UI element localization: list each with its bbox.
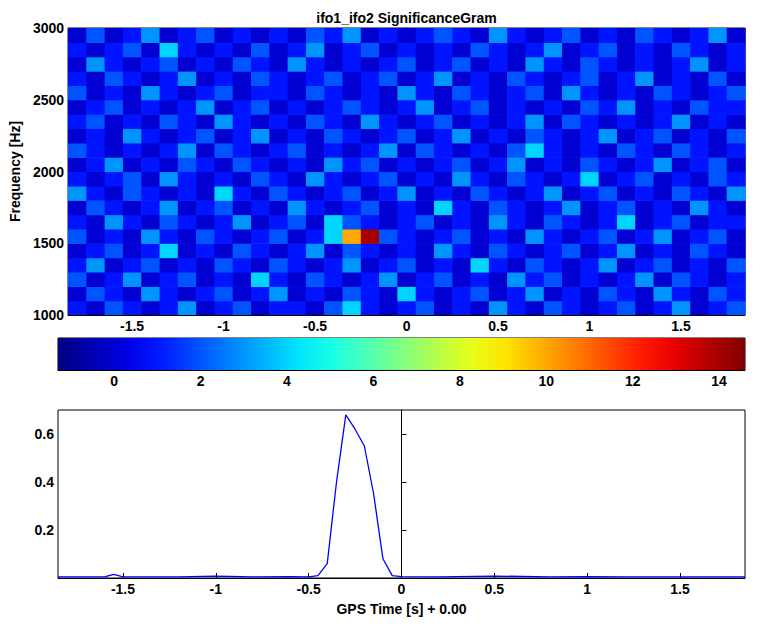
svg-text:0.5: 0.5 [485,581,505,597]
svg-text:-1.5: -1.5 [120,318,144,334]
svg-text:2: 2 [197,373,205,389]
svg-text:GPS Time [s] + 0.00: GPS Time [s] + 0.00 [336,601,466,617]
svg-text:1000: 1000 [33,307,64,323]
svg-text:-1: -1 [217,318,230,334]
svg-text:-1.5: -1.5 [111,581,135,597]
svg-text:0: 0 [110,373,118,389]
svg-text:14: 14 [711,373,727,389]
svg-text:1.5: 1.5 [670,581,690,597]
svg-text:1: 1 [583,581,591,597]
svg-text:1.5: 1.5 [671,318,691,334]
svg-text:4: 4 [283,373,291,389]
svg-text:12: 12 [625,373,641,389]
svg-text:2500: 2500 [33,92,64,108]
svg-text:6: 6 [370,373,378,389]
svg-text:1: 1 [586,318,594,334]
svg-text:0.4: 0.4 [35,474,55,490]
svg-text:-1: -1 [210,581,223,597]
svg-text:0.2: 0.2 [35,522,55,538]
svg-text:-0.5: -0.5 [303,318,327,334]
svg-text:3000: 3000 [33,20,64,36]
svg-text:2000: 2000 [33,164,64,180]
svg-text:ifo1_ifo2 SignificanceGram: ifo1_ifo2 SignificanceGram [316,10,497,26]
svg-text:10: 10 [538,373,554,389]
svg-text:-0.5: -0.5 [297,581,321,597]
svg-text:0.6: 0.6 [35,426,55,442]
svg-text:Frequency [Hz]: Frequency [Hz] [7,121,23,222]
svg-text:0.5: 0.5 [488,318,508,334]
svg-text:1500: 1500 [33,235,64,251]
svg-text:0: 0 [403,318,411,334]
svg-text:8: 8 [456,373,464,389]
svg-text:0: 0 [398,581,406,597]
